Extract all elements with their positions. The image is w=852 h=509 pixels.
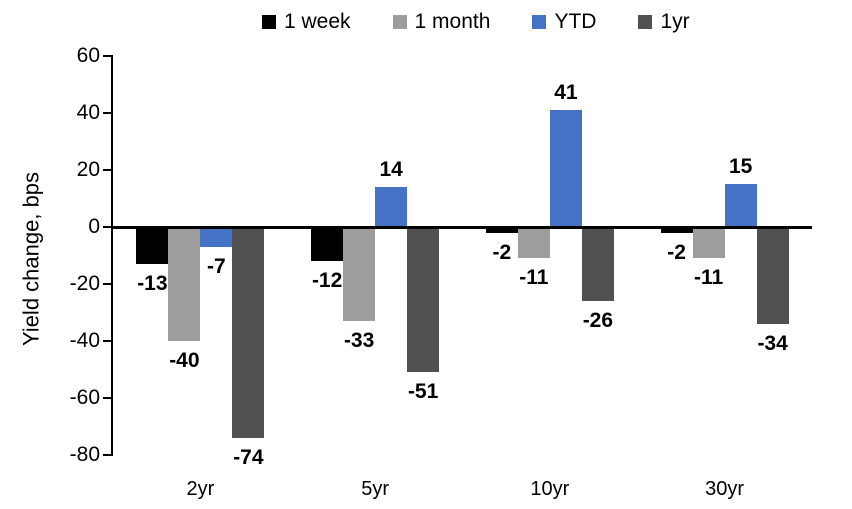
legend-swatch bbox=[392, 15, 407, 29]
y-axis-tick bbox=[103, 169, 113, 171]
legend-item-1yr: 1yr bbox=[638, 8, 690, 36]
bar-value-label: -26 bbox=[582, 309, 614, 333]
y-axis-tick bbox=[103, 112, 113, 114]
legend: 1 week 1 month YTD 1yr bbox=[262, 8, 690, 36]
y-tick-label: -20 bbox=[69, 272, 100, 295]
x-axis-label: 2yr bbox=[186, 478, 215, 500]
legend-label: YTD bbox=[554, 10, 597, 33]
bar-1yr-2yr bbox=[232, 227, 265, 438]
y-axis-tick bbox=[103, 226, 113, 228]
legend-item-1-week: 1 week bbox=[262, 8, 351, 36]
bar-1-month-5yr bbox=[343, 227, 376, 322]
bar-value-label: -13 bbox=[137, 272, 168, 296]
bar-value-label: -2 bbox=[492, 240, 512, 264]
bar-value-label: -7 bbox=[207, 254, 226, 278]
bar-value-label: 15 bbox=[728, 155, 753, 179]
bar-value-label: 14 bbox=[379, 158, 403, 182]
bar-1-month-2yr bbox=[168, 227, 201, 341]
legend-item-ytd: YTD bbox=[532, 8, 596, 36]
y-tick-label: 40 bbox=[76, 101, 100, 124]
y-tick-label: 20 bbox=[76, 158, 100, 181]
x-axis-label: 5yr bbox=[361, 478, 390, 500]
bar-value-label: -11 bbox=[519, 266, 549, 290]
bar-1yr-10yr bbox=[581, 227, 614, 302]
bar-value-label: -74 bbox=[233, 445, 264, 469]
bar-1-month-30yr bbox=[692, 227, 725, 259]
bar-1-month-10yr bbox=[517, 227, 550, 259]
y-axis-tick bbox=[103, 454, 113, 456]
y-tick-label: -60 bbox=[69, 386, 100, 409]
bar-1-week-5yr bbox=[311, 227, 344, 262]
y-tick-label: 60 bbox=[76, 44, 100, 67]
y-tick-label: 0 bbox=[88, 215, 100, 238]
bar-value-label: -2 bbox=[667, 240, 686, 264]
bar-value-label: -51 bbox=[407, 380, 439, 404]
bar-value-label: 41 bbox=[554, 81, 578, 105]
y-tick-label: -40 bbox=[69, 329, 100, 352]
bar-value-label: -34 bbox=[757, 331, 788, 355]
x-axis-label: 30yr bbox=[705, 478, 745, 500]
bar-value-label: -33 bbox=[343, 329, 375, 353]
bar-1-week-10yr bbox=[485, 227, 518, 233]
bar-value-label: -12 bbox=[311, 269, 343, 293]
legend-item-1-month: 1 month bbox=[392, 8, 491, 36]
bar-value-label: -40 bbox=[169, 349, 200, 372]
bar-value-label: -11 bbox=[694, 266, 724, 290]
bar-ytd-2yr bbox=[200, 227, 233, 247]
bar-ytd-10yr bbox=[549, 110, 582, 227]
legend-swatch bbox=[532, 15, 547, 29]
y-axis-tick bbox=[103, 340, 113, 342]
legend-swatch bbox=[638, 15, 653, 29]
legend-swatch bbox=[262, 15, 276, 29]
y-axis-tick bbox=[103, 55, 113, 57]
bar-ytd-5yr bbox=[375, 187, 408, 227]
bar-1yr-5yr bbox=[407, 227, 440, 373]
bar-ytd-30yr bbox=[724, 184, 757, 227]
y-axis bbox=[111, 56, 113, 455]
x-axis-label: 10yr bbox=[530, 478, 570, 500]
legend-label: 1 month bbox=[414, 10, 491, 33]
y-axis-tick bbox=[103, 397, 113, 399]
y-tick-label: -80 bbox=[69, 443, 100, 466]
bar-1yr-30yr bbox=[756, 227, 789, 324]
bar-1-week-2yr bbox=[136, 227, 169, 265]
legend-label: 1yr bbox=[660, 10, 690, 33]
y-axis-tick bbox=[103, 283, 113, 285]
bar-1-week-30yr bbox=[660, 227, 693, 233]
zero-baseline bbox=[111, 225, 812, 229]
legend-label: 1 week bbox=[284, 10, 351, 33]
